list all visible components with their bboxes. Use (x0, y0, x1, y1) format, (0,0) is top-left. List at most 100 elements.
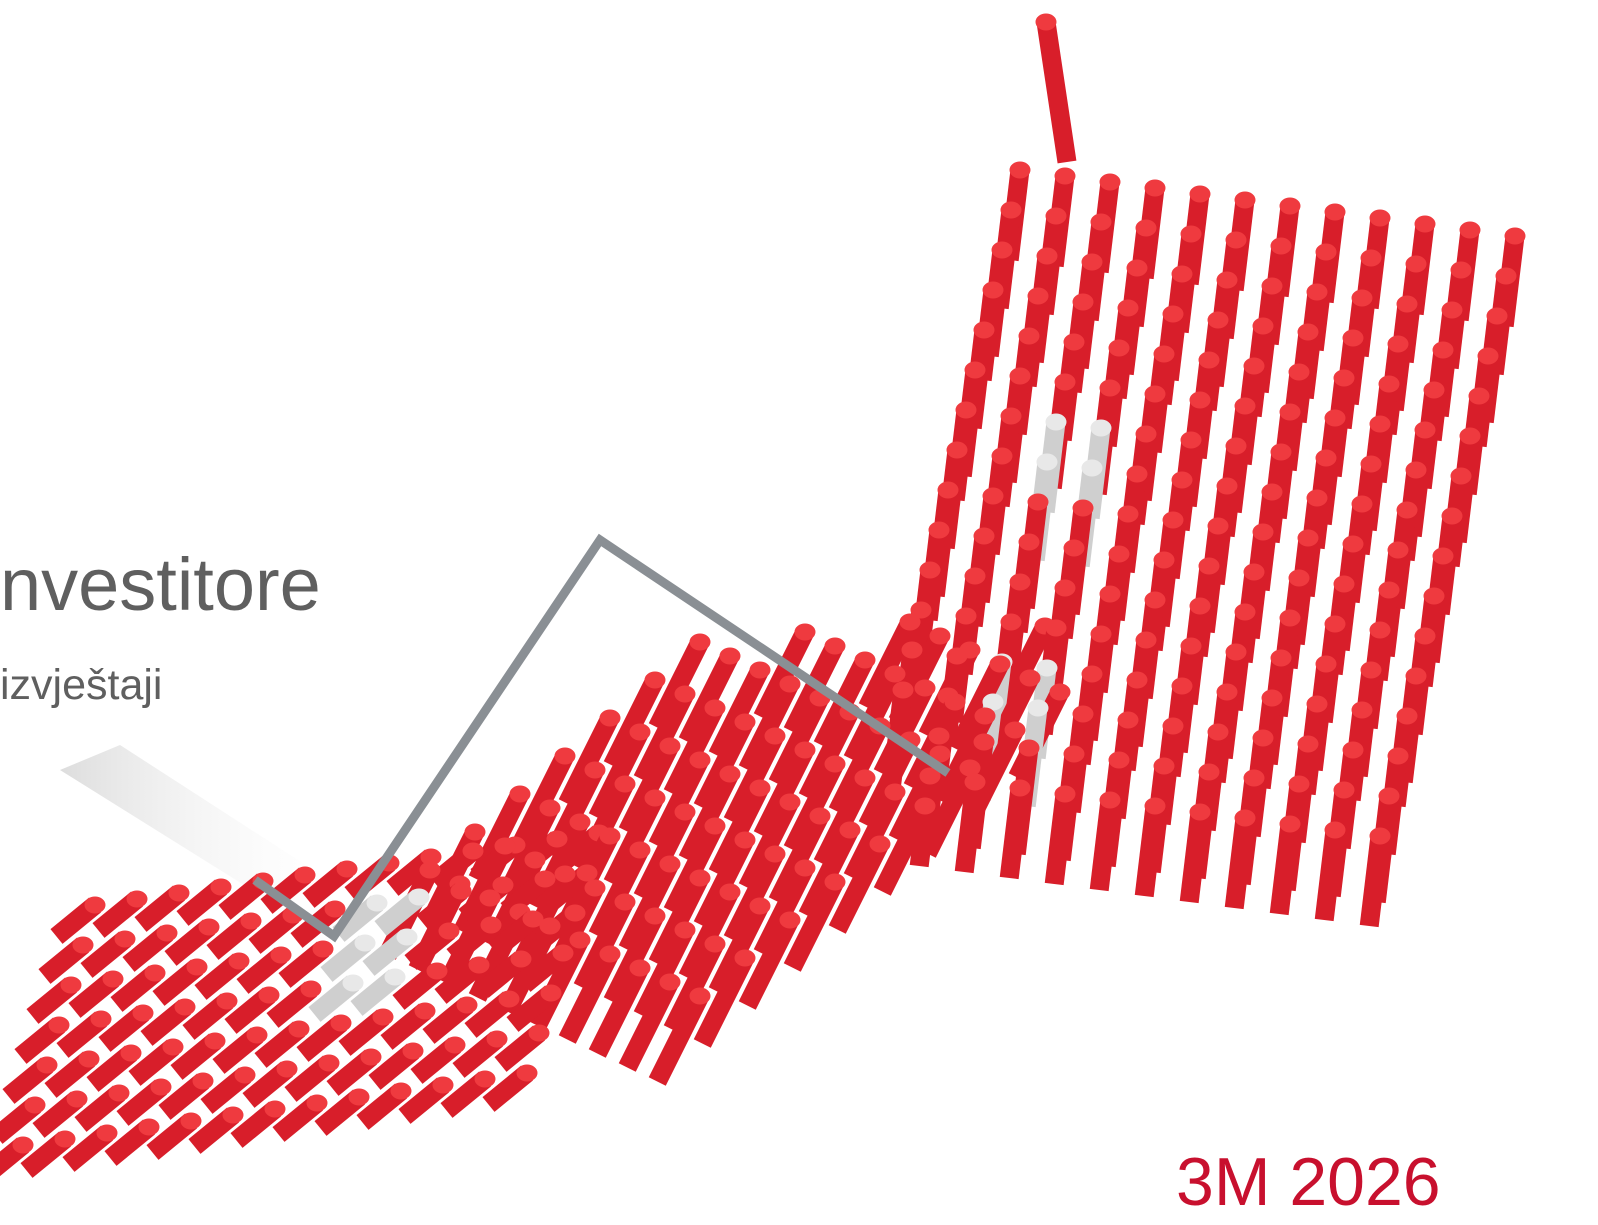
cylinder-top (965, 774, 986, 791)
cylinder-top (1145, 180, 1166, 197)
cylinder-top (361, 1049, 382, 1066)
cylinder-top (517, 1065, 538, 1082)
cylinder-top (705, 818, 726, 835)
cylinder-top (1019, 328, 1040, 345)
cylinder-top (1190, 392, 1211, 409)
cylinder-top (690, 634, 711, 651)
cylinder-top (1154, 346, 1175, 363)
cylinder-top (645, 672, 666, 689)
cylinder-top (570, 932, 591, 949)
cylinder-top (1226, 644, 1247, 661)
cylinder-top (1370, 622, 1391, 639)
cylinder-top (1028, 288, 1049, 305)
cylinder-top (1172, 266, 1193, 283)
cylinder-top (535, 871, 556, 888)
cylinder-top (1280, 404, 1301, 421)
cylinder-top (13, 1137, 34, 1154)
cylinder-top (690, 988, 711, 1005)
cylinder-top (705, 936, 726, 953)
cylinder-top (1352, 496, 1373, 513)
cylinder-top (325, 901, 346, 918)
cylinder-top (1361, 456, 1382, 473)
cylinder-top (855, 652, 876, 669)
cylinder-top (992, 242, 1013, 259)
cylinder-top (1406, 256, 1427, 273)
cylinder-top (1050, 684, 1071, 701)
cylinder-top (956, 402, 977, 419)
cylinder-body (1054, 794, 1065, 884)
cylinder-top (1154, 758, 1175, 775)
cylinder-top (1253, 318, 1274, 335)
cylinder-top (540, 918, 561, 935)
cylinder-top (1208, 312, 1229, 329)
cylinder-top (1379, 582, 1400, 599)
cylinder-top (1496, 268, 1517, 285)
cylinder-top (37, 1057, 58, 1074)
cylinder-top (900, 614, 921, 631)
cylinder-top (1307, 490, 1328, 507)
cylinder-top (1262, 484, 1283, 501)
cylinder-top (1325, 616, 1346, 633)
cylinder-top (85, 897, 106, 914)
cylinder-top (451, 883, 472, 900)
cylinder-top (947, 648, 968, 665)
cylinder-top (1415, 628, 1436, 645)
cylinder-top (1280, 610, 1301, 627)
report-period: 3M 2026 (1176, 1148, 1441, 1216)
cylinder-top (825, 638, 846, 655)
cylinder-top (265, 1101, 286, 1118)
cylinder-top (920, 562, 941, 579)
cylinder-top (1199, 764, 1220, 781)
cylinder-top (1181, 226, 1202, 243)
cylinder-top (349, 1089, 370, 1106)
cylinder-top (1334, 782, 1355, 799)
cylinder-top (1064, 746, 1085, 763)
cylinder-top (241, 913, 262, 930)
cylinder-top (61, 977, 82, 994)
cylinder-top (217, 993, 238, 1010)
cylinder-top (825, 874, 846, 891)
cylinder-top (1406, 668, 1427, 685)
cylinder-top (1505, 228, 1526, 245)
cylinder-top (247, 1027, 268, 1044)
cylinder-top (331, 1015, 352, 1032)
cylinder-top (1370, 416, 1391, 433)
cylinder-top (415, 1003, 436, 1020)
cylinder-top (974, 528, 995, 545)
cylinder-top (1199, 352, 1220, 369)
cylinder-top (1298, 530, 1319, 547)
cylinder-top (765, 728, 786, 745)
cylinder-top (187, 959, 208, 976)
cylinder-top (1091, 626, 1112, 643)
cylinder-top (780, 676, 801, 693)
cylinder-top (1433, 548, 1454, 565)
cylinder-top (915, 798, 936, 815)
cylinder-top (1442, 302, 1463, 319)
cylinder-top (1082, 666, 1103, 683)
cylinder-top (1253, 730, 1274, 747)
cylinder-top (529, 1025, 550, 1042)
cylinder-top (795, 624, 816, 641)
cylinder-top (902, 642, 923, 659)
cylinder-top (1307, 696, 1328, 713)
cylinder-top (690, 752, 711, 769)
cylinder-top (1082, 254, 1103, 271)
cylinder-body (1279, 824, 1290, 914)
cylinder-top (169, 885, 190, 902)
cylinder-top (1046, 414, 1067, 431)
cylinder-top (193, 1073, 214, 1090)
cylinder-top (103, 971, 124, 988)
cylinder-top (1154, 552, 1175, 569)
cylinder-top (397, 929, 418, 946)
cylinder-top (97, 1125, 118, 1142)
cylinder-top (974, 322, 995, 339)
cylinder-top (1010, 574, 1031, 591)
cylinder-top (109, 1085, 130, 1102)
cylinder-top (1415, 422, 1436, 439)
cylinder-top (1343, 330, 1364, 347)
cylinder-top (25, 1097, 46, 1114)
cylinder-top (1109, 546, 1130, 563)
cylinder-body (1144, 806, 1155, 896)
cylinder-top (675, 922, 696, 939)
